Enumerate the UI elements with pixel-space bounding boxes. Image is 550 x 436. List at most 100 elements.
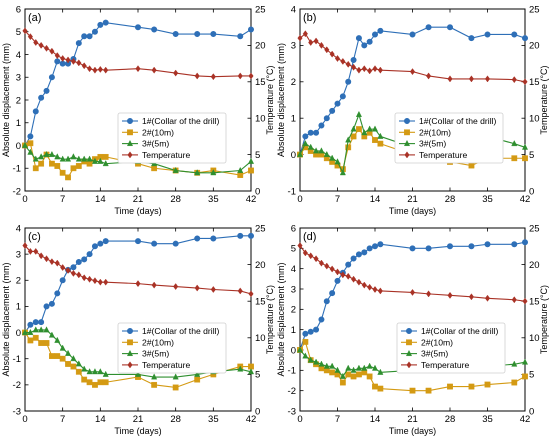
x-tick-label: 21 [407,414,418,425]
data-point [329,50,335,58]
x-tick-label: 0 [297,194,302,205]
data-point [468,293,474,301]
x-tick-label: 21 [407,194,418,205]
data-point [302,140,309,147]
data-point [371,125,379,132]
data-point [313,129,320,136]
series-3-5m- [21,141,255,176]
x-tick-label: 0 [22,414,27,425]
data-point [75,163,82,169]
y-tick-label: 1 [16,118,21,129]
data-point [511,140,518,147]
data-point [350,125,357,132]
data-point [484,31,491,38]
data-point [237,287,243,295]
y-tick-label: 6 [16,4,21,15]
y2-tick-label: 10 [529,333,540,344]
legend-entry: 1#(Collar of the drill) [419,116,497,126]
data-point [91,28,98,35]
data-point [446,243,453,250]
data-point [75,155,82,162]
y2-tick-label: 10 [255,114,266,125]
data-point [151,26,158,33]
y-tick-label: 3 [291,284,296,295]
data-point [32,155,39,162]
y-tick-label: 2 [291,77,296,88]
data-point [81,365,88,372]
data-point [334,100,341,107]
data-point [361,42,368,49]
y-axis-title: Absolute displacement (mm) [276,43,286,157]
x-tick-label: 0 [22,194,27,205]
data-point [65,155,72,162]
y2-tick-label: 20 [529,41,540,52]
data-point [350,133,357,140]
data-point [102,160,109,167]
data-point [307,356,314,363]
series-2-10m- [297,338,528,394]
data-point [97,278,103,286]
data-point [194,235,201,242]
legend-entry: 2#(10m) [142,337,174,347]
data-point [92,277,98,285]
data-point [75,360,82,367]
data-point [313,358,320,365]
data-point [318,316,325,323]
data-point [49,160,55,167]
data-point [102,153,109,160]
data-point [70,57,76,65]
panel-label: (d) [303,231,316,243]
legend-marker [406,339,412,346]
data-point [372,137,378,143]
data-point [371,364,379,371]
data-point [511,155,518,162]
y2-tick-label: 0 [255,406,260,417]
data-point [32,319,39,326]
data-point [91,157,98,164]
x-tick-label: 7 [335,194,340,205]
series-temperature [297,242,528,305]
data-point [21,328,29,335]
y-tick-label: -1 [13,164,21,175]
data-point [329,265,335,273]
x-axis-title: Time (days) [114,426,161,436]
panel-label: (a) [28,12,41,24]
data-point [248,26,255,33]
data-point [76,59,82,67]
data-point [447,383,453,390]
data-point [345,371,352,378]
data-point [194,284,200,292]
y-tick-label: 0 [16,328,21,339]
data-point [307,328,314,335]
data-point [302,352,309,359]
data-point [60,264,66,271]
data-point [59,355,66,362]
data-point [248,290,254,298]
data-point [425,24,432,31]
y2-tick-label: 10 [529,114,540,125]
legend-marker [127,151,133,159]
x-tick-label: 28 [170,414,181,425]
data-point [356,371,362,378]
data-point [32,326,39,333]
data-point [426,72,432,80]
data-point [81,376,88,383]
data-point [522,78,528,86]
y2-tick-label: 5 [255,370,260,381]
data-point [27,133,34,140]
data-point [75,258,82,265]
data-point [377,241,384,248]
x-tick-label: 42 [246,194,257,205]
data-point [355,35,362,42]
plot-frame [24,227,252,412]
data-point [91,368,98,375]
data-point [135,65,141,73]
data-point [484,294,491,302]
data-point [302,30,308,38]
data-point [468,383,475,390]
data-point [323,150,330,158]
y-tick-label: 5 [291,244,296,255]
data-point [302,330,309,337]
data-point [237,365,244,372]
